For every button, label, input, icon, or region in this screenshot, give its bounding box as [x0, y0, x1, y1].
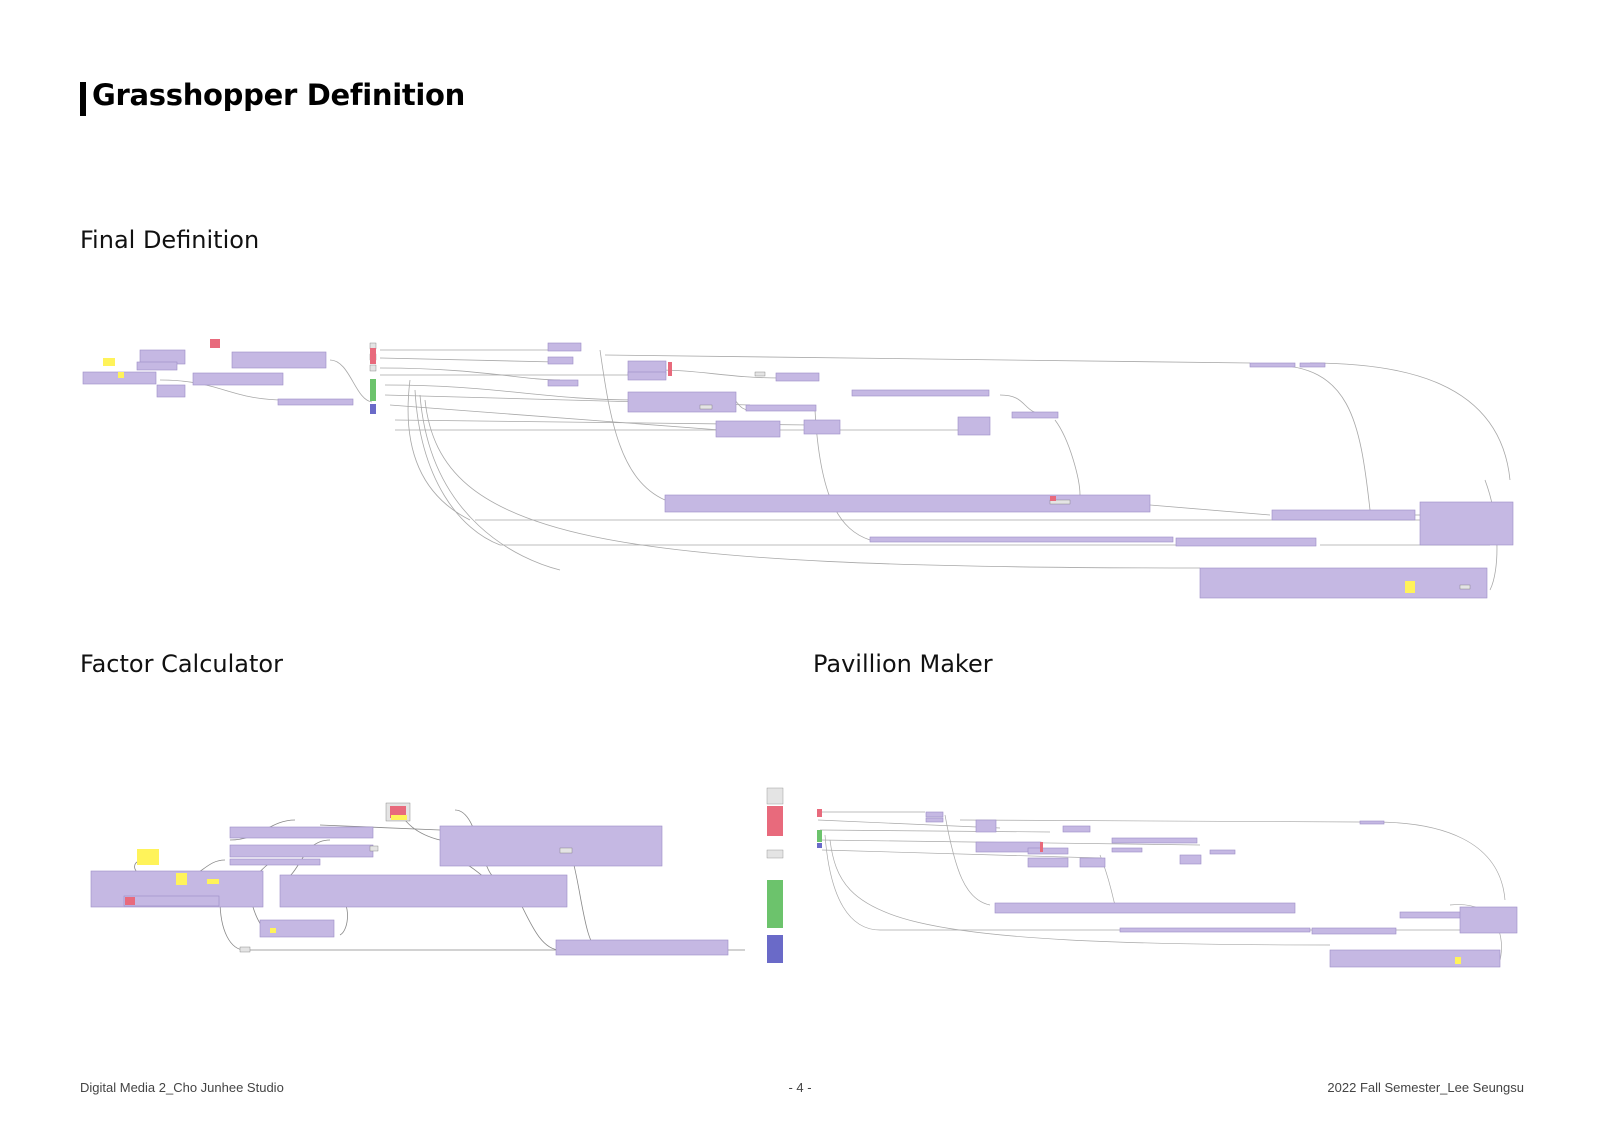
factor-calculator-graph: [90, 802, 745, 956]
param-strip: [766, 787, 784, 963]
panel-yellow: [1455, 957, 1461, 964]
pavillion-wires: [817, 811, 1506, 961]
pavillion-maker-graph: [817, 809, 1518, 968]
final-nodes: [369, 342, 1471, 590]
factor-groups: [90, 825, 729, 956]
footer-course: Digital Media 2_Cho Junhee Studio: [80, 1080, 284, 1095]
panel-yellow: [1405, 581, 1415, 593]
section-title-factor-calculator: Factor Calculator: [80, 650, 283, 678]
footer-page-number: - 4 -: [788, 1080, 812, 1095]
final-params: [103, 339, 1415, 593]
footer-semester-author: 2022 Fall Semester_Lee Seungsu: [1327, 1080, 1524, 1095]
pavillion-params: [817, 809, 1461, 964]
final-wires: [159, 349, 1511, 591]
panel-yellow: [137, 849, 159, 865]
panel-yellow: [103, 358, 115, 366]
section-title-final-definition: Final Definition: [80, 226, 260, 254]
final-definition-graph: [82, 339, 1514, 599]
pavillion-groups: [925, 811, 1518, 968]
title-accent-bar: [80, 82, 86, 116]
factor-params: [125, 806, 407, 933]
page-title: Grasshopper Definition: [92, 78, 466, 112]
section-title-pavillion-maker: Pavillion Maker: [813, 650, 993, 678]
